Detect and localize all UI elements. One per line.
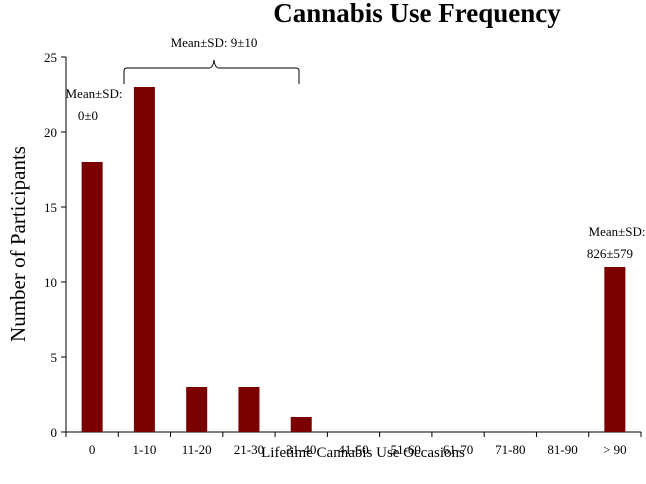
annotation-group-90: Mean±SD: 826±579 — [587, 224, 646, 261]
bar-90 — [604, 267, 626, 432]
x-tick-label: > 90 — [603, 442, 627, 457]
x-tick-label: 81-90 — [547, 442, 577, 457]
annotation-90-line2: 826±579 — [587, 246, 633, 261]
bar-21-30 — [238, 387, 260, 432]
x-tick-label: 1-10 — [132, 442, 156, 457]
x-tick-label: 51-60 — [391, 442, 421, 457]
chart-title: Cannabis Use Frequency — [273, 0, 561, 28]
x-tick-label: 11-20 — [182, 442, 212, 457]
x-tick-label: 61-70 — [443, 442, 473, 457]
x-tick-label: 0 — [89, 442, 96, 457]
bar-31-40 — [290, 417, 312, 432]
annotation-1-40-text: Mean±SD: 9±10 — [171, 35, 258, 50]
bar-1-10 — [133, 87, 155, 432]
bar-0 — [81, 162, 103, 432]
y-axis-label: Number of Participants — [6, 146, 30, 342]
annotation-90-line1: Mean±SD: — [589, 224, 646, 239]
y-tick-label: 10 — [44, 275, 57, 290]
annotation-0-line2: 0±0 — [78, 108, 98, 123]
bars — [81, 87, 626, 432]
x-tick-label: 21-30 — [234, 442, 264, 457]
y-tick-label: 20 — [44, 125, 57, 140]
bar-11-20 — [186, 387, 208, 432]
annotation-group-1-40: Mean±SD: 9±10 — [123, 35, 300, 84]
y-tick-labels: 0 5 10 15 20 25 — [44, 50, 57, 440]
y-tick-label: 5 — [51, 350, 58, 365]
annotation-group-0: Mean±SD: 0±0 — [66, 86, 123, 123]
x-tick-labels: 0 1-10 11-20 21-30 31-40 41-50 51-60 61-70 71-80… — [89, 442, 627, 457]
x-tick-label: 71-80 — [495, 442, 525, 457]
x-tick-label: 31-40 — [286, 442, 316, 457]
annotation-0-line1: Mean±SD: — [66, 86, 123, 101]
x-tick-label: 41-50 — [338, 442, 368, 457]
x-axis-label: Lifetime Cannabis Use Occasions — [261, 445, 465, 461]
y-tick-label: 25 — [44, 50, 57, 65]
annotation-brace — [123, 59, 300, 84]
axes — [61, 56, 642, 437]
y-tick-label: 0 — [51, 425, 58, 440]
y-tick-label: 15 — [44, 200, 57, 215]
